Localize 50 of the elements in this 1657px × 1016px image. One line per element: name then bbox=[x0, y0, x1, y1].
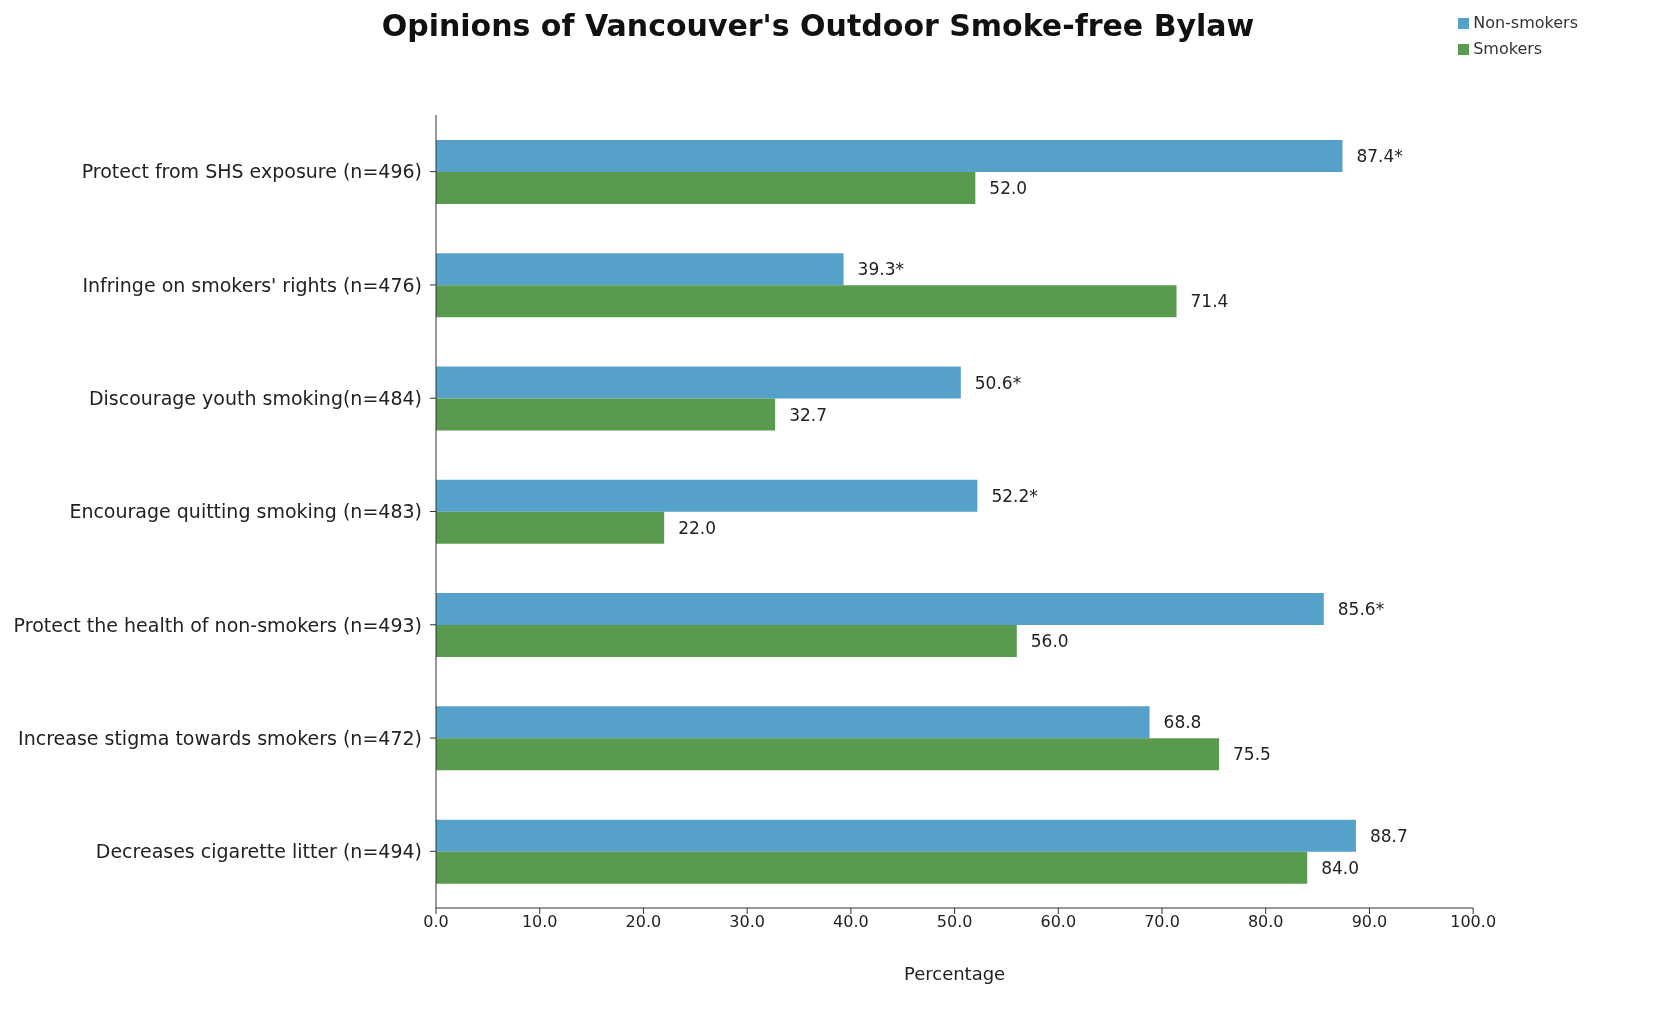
bar bbox=[436, 706, 1150, 739]
bar bbox=[436, 171, 976, 204]
data-label: 39.3* bbox=[857, 259, 904, 280]
bar bbox=[436, 511, 665, 544]
x-tick-label: 10.0 bbox=[521, 912, 558, 932]
y-tick-label: Protect from SHS exposure (n=496) bbox=[81, 160, 422, 183]
x-tick-label: 30.0 bbox=[729, 912, 765, 932]
data-label: 85.6* bbox=[1337, 599, 1385, 620]
bar bbox=[436, 253, 844, 286]
data-label: 32.7 bbox=[789, 404, 828, 425]
bar bbox=[436, 738, 1220, 771]
bar bbox=[436, 851, 1308, 884]
bar bbox=[436, 625, 1017, 658]
x-tick-label: 80.0 bbox=[1247, 912, 1284, 932]
bar bbox=[436, 593, 1324, 626]
data-label: 52.2* bbox=[991, 485, 1038, 506]
bar bbox=[436, 479, 978, 512]
y-tick-label: Infringe on smokers' rights (n=476) bbox=[82, 273, 422, 296]
x-tick-label: 100.0 bbox=[1450, 912, 1497, 932]
y-tick-label: Decreases cigarette litter (n=494) bbox=[95, 840, 422, 863]
bar bbox=[436, 398, 776, 431]
x-tick-label: 60.0 bbox=[1040, 912, 1077, 932]
bar bbox=[436, 366, 961, 399]
bar bbox=[436, 139, 1343, 172]
x-tick-label: 50.0 bbox=[936, 912, 973, 932]
data-label: 75.5 bbox=[1233, 744, 1271, 765]
x-tick-label: 0.0 bbox=[423, 912, 449, 932]
data-label: 22.0 bbox=[678, 517, 717, 538]
x-tick-label: 70.0 bbox=[1144, 912, 1180, 932]
data-label: 68.8 bbox=[1163, 712, 1202, 733]
legend-label: Non-smokers bbox=[1473, 13, 1578, 32]
bar bbox=[436, 819, 1356, 852]
y-tick-label: Encourage quitting smoking (n=483) bbox=[69, 500, 422, 523]
x-tick-label: 20.0 bbox=[625, 912, 662, 932]
bar bbox=[436, 285, 1177, 318]
data-label: 84.0 bbox=[1321, 857, 1360, 878]
x-tick-label: 90.0 bbox=[1351, 912, 1388, 932]
data-label: 50.6* bbox=[974, 372, 1022, 393]
data-label: 88.7 bbox=[1369, 825, 1408, 846]
x-axis-title: Percentage bbox=[903, 963, 1006, 984]
data-label: 56.0 bbox=[1030, 631, 1069, 652]
data-label: 71.4 bbox=[1190, 291, 1229, 312]
y-tick-label: Increase stigma towards smokers (n=472) bbox=[18, 726, 422, 749]
y-tick-label: Protect the health of non-smokers (n=493) bbox=[13, 613, 422, 636]
y-tick-label: Discourage youth smoking(n=484) bbox=[88, 386, 422, 409]
data-label: 87.4* bbox=[1356, 145, 1403, 166]
x-tick-label: 40.0 bbox=[833, 912, 869, 932]
chart-title: Opinions of Vancouver's Outdoor Smoke-free Bylaw bbox=[380, 8, 1256, 43]
legend-label: Smokers bbox=[1473, 39, 1543, 58]
data-label: 52.0 bbox=[989, 177, 1028, 198]
